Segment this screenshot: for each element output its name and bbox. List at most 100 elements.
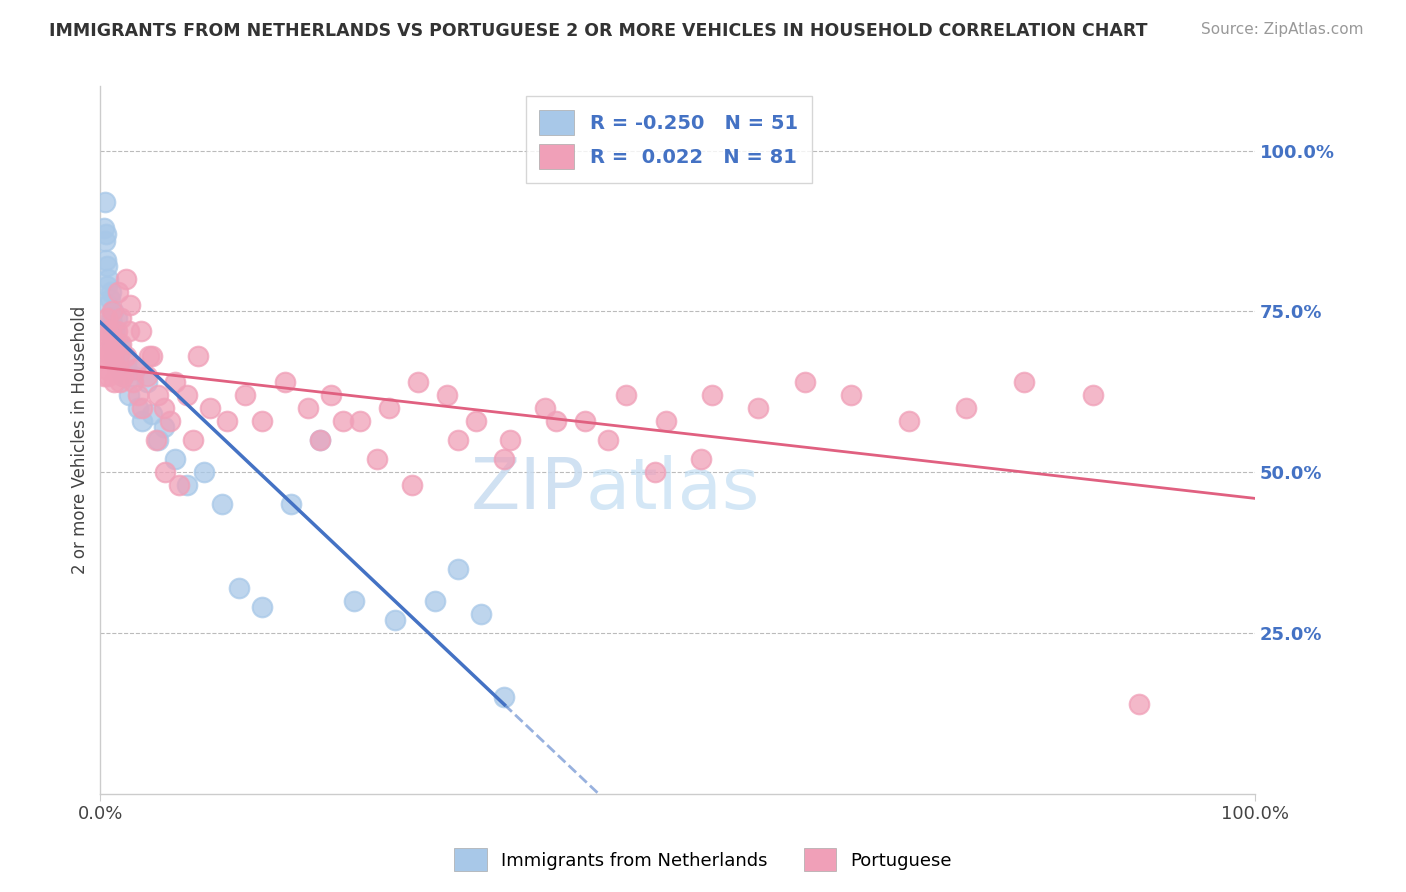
Point (103, 330, 125, 344)
Point (97, 368, 120, 383)
Point (112, 368, 135, 383)
Point (110, 343, 132, 357)
Text: Source: ZipAtlas.com: Source: ZipAtlas.com (1201, 22, 1364, 37)
Point (280, 497, 302, 511)
Point (159, 414, 181, 428)
Point (101, 324, 124, 338)
Point (124, 362, 146, 376)
Point (138, 350, 160, 364)
Point (104, 324, 127, 338)
Point (101, 304, 124, 318)
Point (135, 368, 157, 383)
Point (217, 414, 239, 428)
Point (897, 414, 920, 428)
Point (181, 433, 204, 447)
Point (165, 452, 187, 467)
Point (120, 298, 142, 312)
Point (118, 388, 141, 402)
Point (121, 375, 143, 389)
Point (94, 336, 117, 351)
Point (644, 465, 666, 479)
Point (447, 561, 470, 575)
Point (98, 350, 121, 364)
Point (384, 613, 406, 627)
Point (97, 298, 120, 312)
Point (702, 388, 724, 402)
Point (108, 375, 131, 389)
Point (1128, 697, 1150, 711)
Point (101, 318, 124, 332)
Point (131, 414, 153, 428)
Text: ZIP: ZIP (471, 455, 585, 524)
Point (1083, 388, 1105, 402)
Point (321, 388, 343, 402)
Point (131, 401, 153, 415)
Point (689, 452, 711, 467)
Point (107, 285, 129, 299)
Point (141, 407, 163, 421)
Point (425, 594, 447, 608)
Point (297, 401, 319, 415)
Point (98, 318, 121, 332)
Point (308, 433, 330, 447)
Point (101, 336, 124, 351)
Point (378, 401, 401, 415)
Point (406, 375, 429, 389)
Point (93, 368, 115, 383)
Point (401, 478, 423, 492)
Point (124, 362, 146, 376)
Point (94, 362, 117, 376)
Point (464, 414, 486, 428)
Point (366, 452, 388, 467)
Point (747, 401, 769, 415)
Point (153, 465, 176, 479)
Legend: Immigrants from Netherlands, Portuguese: Immigrants from Netherlands, Portuguese (447, 841, 959, 879)
Point (274, 375, 297, 389)
Point (233, 388, 256, 402)
Point (112, 368, 135, 383)
Point (97, 330, 120, 344)
Point (107, 350, 129, 364)
Point (499, 433, 522, 447)
Point (436, 388, 458, 402)
Point (100, 285, 122, 299)
Point (211, 497, 233, 511)
Point (97, 272, 120, 286)
Point (176, 388, 198, 402)
Point (343, 594, 366, 608)
Point (494, 452, 516, 467)
Y-axis label: 2 or more Vehicles in Household: 2 or more Vehicles in Household (72, 306, 89, 574)
Point (546, 414, 568, 428)
Point (104, 336, 127, 351)
Point (332, 414, 354, 428)
Point (94, 234, 117, 248)
Point (94, 227, 117, 242)
Point (127, 388, 149, 402)
Point (187, 350, 209, 364)
Point (94, 252, 117, 267)
Text: atlas: atlas (585, 455, 759, 524)
Point (176, 478, 198, 492)
Point (110, 336, 132, 351)
Point (96, 278, 118, 293)
Point (598, 433, 620, 447)
Point (470, 607, 492, 621)
Point (193, 465, 215, 479)
Point (349, 414, 371, 428)
Point (114, 350, 136, 364)
Point (308, 433, 330, 447)
Point (108, 350, 131, 364)
Point (167, 478, 190, 492)
Point (108, 336, 131, 351)
Point (127, 401, 149, 415)
Point (793, 375, 815, 389)
Point (165, 375, 187, 389)
Point (135, 375, 157, 389)
Point (93, 220, 115, 235)
Point (100, 324, 122, 338)
Point (105, 310, 128, 325)
Point (114, 356, 136, 370)
Point (105, 324, 128, 338)
Point (1012, 375, 1035, 389)
Point (129, 324, 152, 338)
